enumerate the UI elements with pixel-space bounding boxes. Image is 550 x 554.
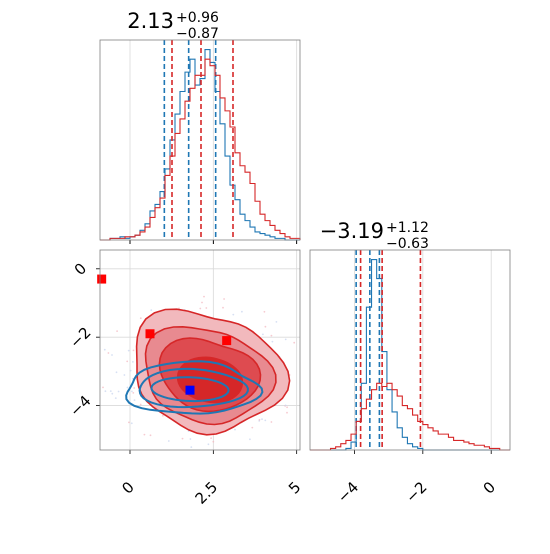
sample-point [126, 386, 129, 389]
x-tick-label: 0 [118, 478, 137, 497]
sample-point [286, 411, 288, 414]
title-upper-error: +0.96 [176, 10, 219, 26]
sample-point [139, 403, 142, 406]
panel-frame [99, 39, 301, 241]
sample-point [212, 440, 215, 443]
sample-point [107, 352, 110, 354]
sample-point [284, 338, 287, 341]
histogram-series-1 [310, 382, 510, 451]
sample-point [114, 397, 117, 399]
panel-frame [309, 249, 511, 451]
sample-point [286, 406, 288, 409]
sample-point [181, 437, 184, 440]
sample-point [111, 354, 113, 356]
title-median: −3.19 [320, 219, 384, 243]
sample-point [132, 361, 134, 363]
x-tick-label: −4 [334, 478, 362, 506]
sample-point [199, 307, 202, 310]
title-lower-error: −0.63 [386, 236, 429, 252]
y-tick-label: 0 [71, 260, 90, 279]
sample-point [270, 334, 273, 337]
sample-point [262, 333, 264, 336]
sample-point [131, 390, 133, 393]
sample-point [207, 443, 210, 446]
truth-marker-2 [222, 336, 232, 346]
sample-point [201, 301, 203, 304]
sample-point [261, 418, 263, 420]
sample-point [129, 369, 132, 372]
sample-point [115, 371, 118, 374]
sample-point [271, 340, 274, 343]
y-tick-label: −2 [66, 323, 94, 351]
sample-point [264, 419, 267, 422]
sample-point [132, 392, 135, 394]
title-upper-error: +1.12 [386, 220, 429, 236]
sample-point [111, 392, 114, 395]
sample-point [210, 437, 213, 439]
sample-point [162, 414, 164, 417]
histogram-series-1 [100, 58, 301, 241]
title-median: 2.13 [127, 9, 174, 33]
sample-point [189, 438, 192, 440]
sample-point [275, 321, 278, 323]
y-tick-label: −4 [66, 392, 94, 420]
panel-title-0: 2.13 +0.96−0.87 [127, 9, 219, 42]
sample-point [104, 390, 107, 393]
sample-point [223, 298, 226, 300]
density-contours [125, 308, 291, 436]
sample-point [251, 426, 254, 429]
sample-point [126, 360, 129, 363]
sample-point [284, 404, 287, 407]
sample-point [123, 374, 126, 376]
sample-point [205, 307, 208, 309]
title-lower-error: −0.87 [176, 26, 219, 42]
sample-point [150, 309, 153, 311]
sample-point [133, 387, 136, 389]
x-tick-label: 0 [480, 478, 499, 497]
sample-point [241, 310, 243, 313]
truth-marker-0 [97, 274, 107, 284]
panel-title-2: −3.19 +1.12−0.63 [320, 219, 429, 252]
sample-point [109, 390, 112, 392]
sample-point [264, 325, 267, 328]
sample-point [232, 313, 235, 316]
x-tick-label: −2 [402, 478, 430, 506]
sample-point [132, 349, 135, 352]
sample-point [167, 440, 170, 442]
truth-marker-3 [185, 385, 195, 395]
sample-point [127, 349, 130, 352]
sample-point [293, 341, 296, 344]
sample-point [103, 348, 106, 351]
sample-point [117, 390, 120, 393]
sample-point [139, 317, 142, 320]
sample-point [234, 428, 236, 431]
sample-point [130, 422, 133, 425]
sample-point [133, 399, 136, 401]
sample-point [143, 433, 146, 436]
truth-marker-1 [145, 329, 155, 339]
sample-point [222, 306, 224, 309]
sample-point [263, 310, 266, 313]
contour-blue-middle [138, 367, 249, 409]
sample-point [270, 421, 273, 423]
sample-point [127, 421, 130, 424]
sample-point [203, 295, 205, 298]
panel-frame [99, 249, 301, 451]
sample-point [249, 438, 251, 441]
contour-blue-outer [125, 360, 264, 415]
sample-point [258, 418, 261, 421]
sample-point [116, 330, 118, 332]
x-tick-label: 5 [285, 478, 304, 497]
x-tick-label: 2.5 [192, 478, 222, 508]
histogram-series-0 [310, 258, 510, 451]
sample-point [102, 386, 104, 389]
sample-point [149, 434, 152, 437]
sample-point [190, 446, 193, 448]
contour-blue-inner [150, 376, 230, 403]
